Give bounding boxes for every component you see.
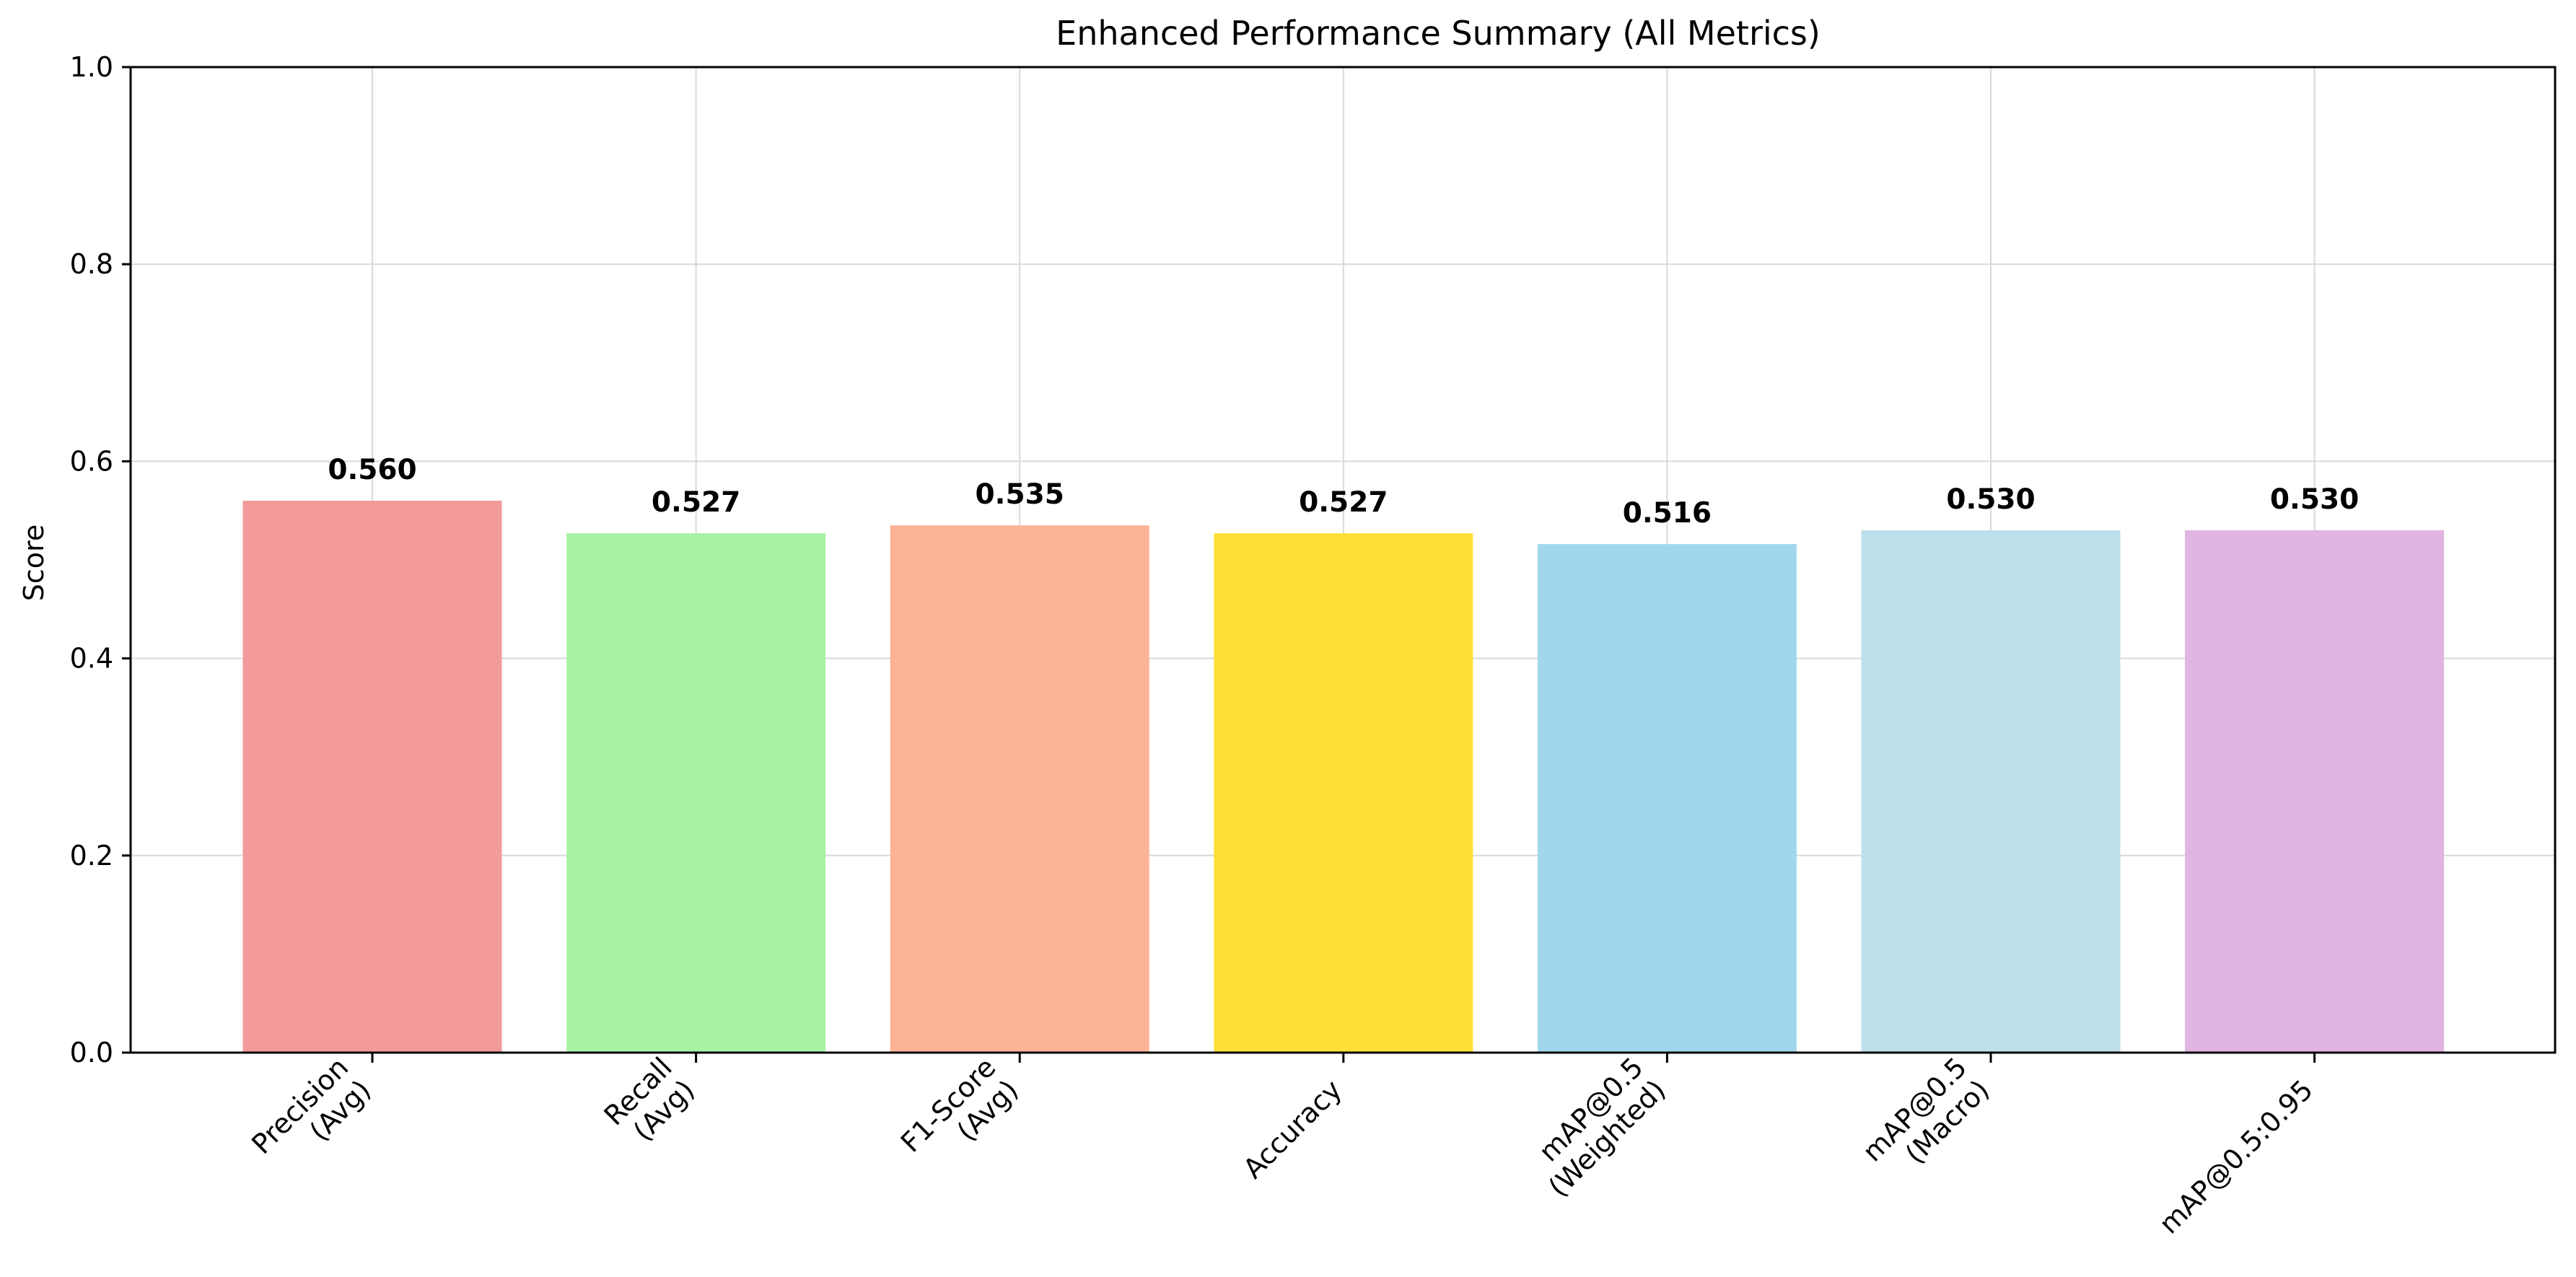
chart-title: Enhanced Performance Summary (All Metric…: [1056, 14, 1821, 53]
bars: [242, 501, 2445, 1053]
bar-value-label: 0.516: [1623, 497, 1712, 530]
y-axis-ticks: 0.0 0.2 0.4 0.6 0.8 1.0: [70, 51, 131, 1068]
y-tick-label: 0.6: [70, 445, 113, 477]
y-tick-label: 1.0: [70, 51, 113, 83]
bar: [242, 501, 502, 1053]
x-tick-label-line: mAP@0.5:0.95: [2153, 1074, 2319, 1239]
x-tick-label-line: Accuracy: [1237, 1074, 1348, 1185]
bar-value-label: 0.535: [976, 478, 1064, 511]
x-tick-label: Recall(Avg): [598, 1051, 701, 1154]
bar: [1214, 533, 1473, 1053]
bar-value-label: 0.530: [2270, 483, 2359, 516]
y-tick-label: 0.8: [70, 248, 113, 280]
x-tick-label: F1-Score(Avg): [895, 1051, 1025, 1181]
bar-value-label: 0.530: [1946, 483, 2035, 516]
y-tick-label: 0.4: [70, 643, 113, 675]
x-tick-label: Precision(Avg): [245, 1051, 377, 1182]
x-axis-ticks: Precision(Avg) Recall(Avg) F1-Score(Avg) Ac…: [245, 1051, 2319, 1239]
x-tick-label: Accuracy: [1237, 1074, 1348, 1185]
bar: [1537, 544, 1797, 1053]
y-axis-label: Score: [18, 525, 50, 601]
bar-value-label: 0.560: [328, 454, 416, 486]
bar-value-label: 0.527: [1299, 486, 1388, 519]
x-tick-label: mAP@0.5(Weighted): [1520, 1051, 1671, 1203]
bar: [2185, 530, 2445, 1053]
bar: [890, 525, 1149, 1053]
y-tick-label: 0.0: [70, 1037, 113, 1068]
bar: [1861, 530, 2121, 1053]
bar: [566, 533, 826, 1053]
y-tick-label: 0.2: [70, 840, 113, 872]
value-labels: 0.560 0.527 0.535 0.527 0.516 0.530 0.530: [328, 454, 2359, 530]
bar-value-label: 0.527: [652, 486, 740, 519]
x-tick-label: mAP@0.5(Macro): [1857, 1051, 1996, 1190]
plot-frame: [129, 66, 2557, 1054]
x-tick-label: mAP@0.5:0.95: [2153, 1074, 2319, 1239]
